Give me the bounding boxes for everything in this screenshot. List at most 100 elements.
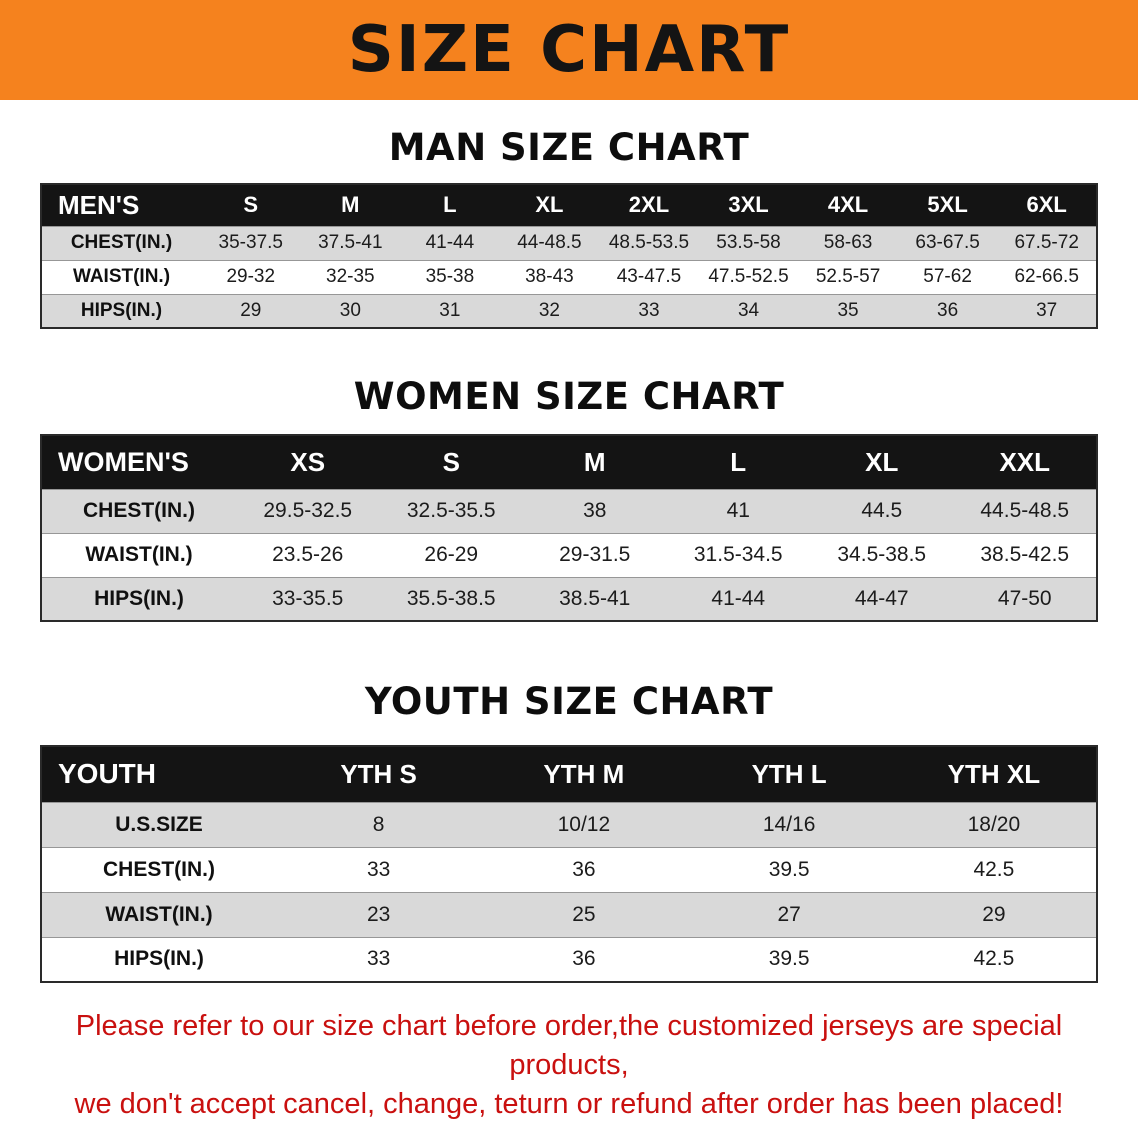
measurement-label-cell: CHEST(IN.) — [70, 232, 173, 253]
table-header-row: MEN'S S M L XL 2XL 3XL 4XL 5XL 6XL — [41, 184, 1097, 226]
size-header-cell: XL — [810, 435, 954, 489]
size-value-cell: 8 — [372, 812, 385, 836]
size-header-cell: XS — [236, 435, 380, 489]
size-value-cell: 41 — [726, 499, 750, 522]
size-value-cell: 62-66.5 — [1014, 266, 1079, 287]
disclaimer: Please refer to our size chart before or… — [0, 1007, 1138, 1142]
size-value-cell: 25 — [572, 902, 596, 926]
size-value-cell: 26-29 — [424, 543, 479, 566]
size-value-cell: 23 — [366, 902, 391, 926]
women-section-heading: WOMEN SIZE CHART — [353, 375, 785, 418]
size-value-cell: 58-63 — [823, 232, 873, 253]
size-header-cell: L — [400, 184, 500, 226]
size-value-cell: 35 — [837, 299, 859, 321]
size-value-cell: 33 — [638, 299, 660, 321]
size-value-cell: 37.5-41 — [318, 232, 383, 253]
content: MAN SIZE CHART MEN'S S M L XL 2XL 3XL 4XL 5XL 6XL… — [0, 126, 1138, 983]
size-value-cell: 29-32 — [226, 266, 276, 287]
men-section-heading: MAN SIZE CHART — [388, 126, 750, 169]
size-value-cell: 29.5-32.5 — [263, 499, 353, 522]
table-title-cell: WOMEN'S — [41, 435, 236, 489]
size-value-cell: 36 — [572, 947, 596, 971]
size-value-cell: 29-31.5 — [559, 543, 631, 566]
measurement-label-cell: CHEST(IN.) — [83, 499, 195, 522]
size-value-cell: 52.5-57 — [815, 266, 881, 287]
measurement-label-cell: WAIST(IN.) — [85, 543, 193, 566]
size-value-cell: 32 — [538, 299, 560, 321]
section-men: MAN SIZE CHART MEN'S S M L XL 2XL 3XL 4XL 5XL 6XL… — [0, 126, 1138, 329]
size-value-cell: 43-47.5 — [616, 266, 682, 287]
men-size-table: MEN'S S M L XL 2XL 3XL 4XL 5XL 6XL CHEST(IN.) 35-37… — [40, 183, 1098, 329]
size-value-cell: 44-48.5 — [517, 232, 582, 253]
size-value-cell: 42.5 — [973, 857, 1015, 881]
size-value-cell: 32.5-35.5 — [406, 499, 496, 522]
size-value-cell: 33-35.5 — [272, 586, 344, 610]
table-row: CHEST(IN.) 29.5-32.5 32.5-35.5 38 41 44.5 44.5… — [41, 489, 1097, 533]
size-value-cell: 31 — [439, 299, 461, 321]
size-header-cell: 3XL — [698, 184, 799, 226]
size-header-cell: M — [523, 435, 667, 489]
table-title-cell: YOUTH — [41, 746, 276, 802]
size-header-cell: L — [666, 435, 810, 489]
women-size-table: WOMEN'S XS S M L XL XXL CHEST(IN.) 29.5-32.5 32.5… — [40, 434, 1098, 622]
table-row: WAIST(IN.) 23.5-26 26-29 29-31.5 31.5-34.5 34… — [41, 533, 1097, 577]
youth-section-heading: YOUTH SIZE CHART — [364, 680, 774, 723]
size-header-cell: YTH M — [481, 746, 687, 802]
size-value-cell: 30 — [339, 299, 361, 321]
size-value-cell: 34.5-38.5 — [837, 543, 927, 566]
size-value-cell: 18/20 — [967, 812, 1021, 836]
size-value-cell: 39.5 — [768, 947, 810, 971]
size-header-cell: 5XL — [897, 184, 998, 226]
size-value-cell: 42.5 — [973, 947, 1015, 971]
measurement-label-cell: U.S.SIZE — [115, 812, 203, 836]
size-value-cell: 10/12 — [557, 812, 611, 836]
table-row: WAIST(IN.) 29-32 32-35 35-38 38-43 43-47.5 47.… — [41, 260, 1097, 294]
size-header-cell: YTH S — [276, 746, 482, 802]
size-header-cell: XXL — [953, 435, 1097, 489]
section-youth: YOUTH SIZE CHART YOUTH YTH S YTH M YTH L YTH… — [0, 680, 1138, 983]
measurement-label-cell: WAIST(IN.) — [72, 266, 171, 287]
size-value-cell: 47.5-52.5 — [708, 266, 789, 287]
size-value-cell: 36 — [937, 299, 959, 321]
size-header-cell: 6XL — [997, 184, 1097, 226]
size-value-cell: 38.5-42.5 — [980, 543, 1070, 566]
size-header-cell: 2XL — [599, 184, 699, 226]
table-row: WAIST(IN.) 23 25 27 29 — [41, 892, 1097, 937]
table-title-cell: MEN'S — [41, 184, 201, 226]
table-row: HIPS(IN.) 29 30 31 32 33 34 35 36 37 — [41, 294, 1097, 328]
banner: SIZE CHART — [0, 0, 1138, 100]
size-value-cell: 23.5-26 — [272, 543, 344, 566]
size-value-cell: 41-44 — [711, 586, 766, 610]
table-row: U.S.SIZE 8 10/12 14/16 18/20 — [41, 802, 1097, 847]
table-row: CHEST(IN.) 33 36 39.5 42.5 — [41, 847, 1097, 892]
disclaimer-line-2: we don't accept cancel, change, teturn o… — [74, 1088, 1064, 1121]
table-row: HIPS(IN.) 33-35.5 35.5-38.5 38.5-41 41-44 44-… — [41, 577, 1097, 621]
size-value-cell: 39.5 — [768, 857, 810, 881]
size-value-cell: 53.5-58 — [716, 232, 781, 253]
measurement-label-cell: HIPS(IN.) — [114, 947, 204, 971]
size-value-cell: 44.5-48.5 — [980, 499, 1070, 522]
size-header-cell: XL — [499, 184, 600, 226]
size-value-cell: 48.5-53.5 — [608, 232, 690, 253]
size-value-cell: 27 — [777, 902, 801, 926]
section-women: WOMEN SIZE CHART WOMEN'S XS S M L XL XXL CHEST(… — [0, 375, 1138, 622]
size-value-cell: 14/16 — [762, 812, 816, 836]
size-value-cell: 37 — [1036, 299, 1058, 321]
youth-size-table: YOUTH YTH S YTH M YTH L YTH XL U.S.SIZE 8 10/12… — [40, 745, 1098, 983]
measurement-label-cell: CHEST(IN.) — [103, 857, 215, 881]
size-value-cell: 41-44 — [425, 232, 475, 253]
size-value-cell: 38.5-41 — [559, 586, 631, 610]
size-value-cell: 31.5-34.5 — [693, 543, 783, 566]
table-header-row: YOUTH YTH S YTH M YTH L YTH XL — [41, 746, 1097, 802]
measurement-label-cell: WAIST(IN.) — [105, 902, 213, 926]
page-title: SIZE CHART — [347, 13, 791, 87]
size-value-cell: 38 — [583, 499, 607, 522]
disclaimer-line-1: Please refer to our size chart before or… — [75, 1010, 1063, 1082]
size-value-cell: 63-67.5 — [915, 232, 980, 253]
table-row: CHEST(IN.) 35-37.5 37.5-41 41-44 44-48.5 48.5… — [41, 226, 1097, 260]
size-value-cell: 32-35 — [326, 266, 375, 287]
size-value-cell: 33 — [366, 947, 391, 971]
size-header-cell: S — [379, 435, 523, 489]
size-value-cell: 44.5 — [861, 499, 903, 522]
